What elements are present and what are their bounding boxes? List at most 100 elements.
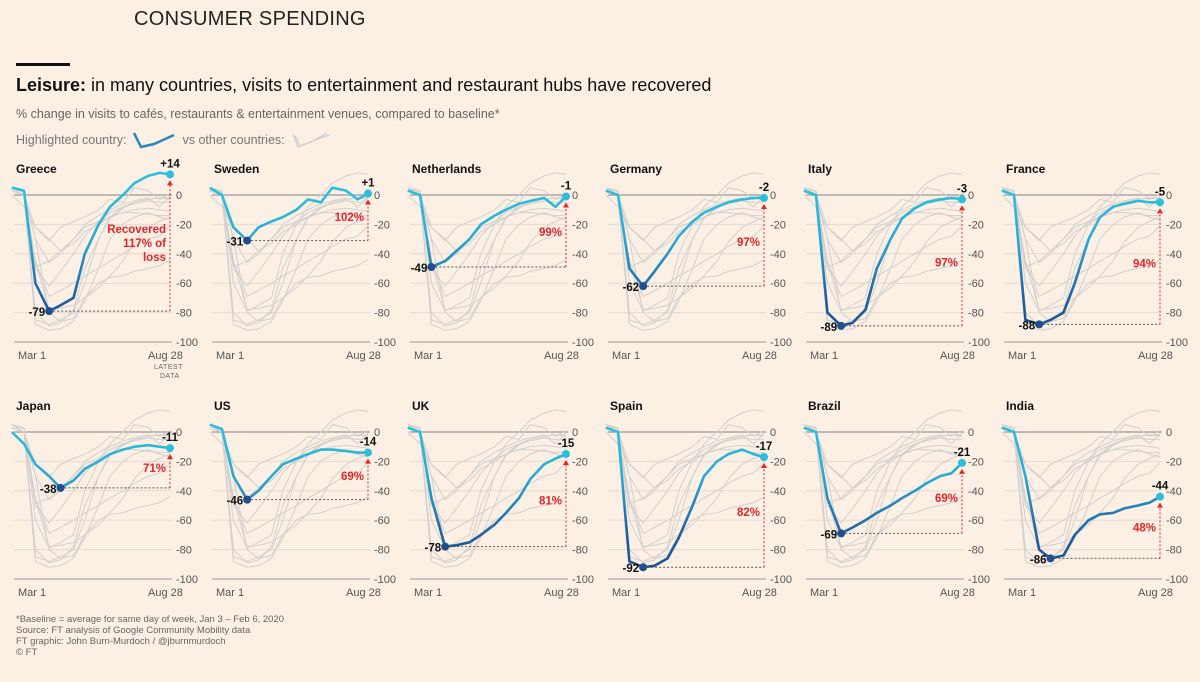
y-tick-label: 0: [176, 427, 182, 439]
y-tick-label: 0: [374, 190, 380, 202]
y-tick-label: 0: [1166, 427, 1172, 439]
other-country-line: [803, 424, 962, 501]
other-country-line: [11, 427, 170, 562]
other-country-line: [803, 190, 963, 331]
other-country-line: [803, 427, 962, 562]
other-country-line: [407, 190, 567, 322]
panel-brazil: Brazil 0 -20 -40 -60 -80 -100 Mar 1 Aug 28 -69 -21…: [803, 399, 990, 599]
recovered-value: 82%: [737, 507, 760, 519]
y-tick-label: -60: [968, 278, 984, 290]
y-tick-label: -40: [770, 249, 786, 261]
y-tick-label: -20: [1166, 456, 1182, 468]
min-point: [427, 263, 436, 272]
copyright: © FT: [16, 647, 38, 658]
latest-label: -2: [759, 182, 769, 194]
other-country-line: [407, 424, 566, 501]
y-tick-label: -80: [176, 308, 192, 320]
other-country-line: [605, 427, 765, 535]
min-label: -79: [29, 307, 46, 319]
other-country-line: [1001, 427, 1161, 568]
y-tick-label: -80: [374, 545, 390, 557]
country-name: US: [214, 399, 231, 413]
recovered-value: 97%: [737, 237, 760, 249]
latest-label: -1: [561, 180, 572, 192]
other-country-line: [209, 409, 369, 549]
other-country-line: [1001, 427, 1161, 548]
min-point: [441, 542, 450, 551]
other-country-line: [11, 190, 170, 325]
other-country-line: [803, 427, 963, 564]
y-tick-label: -80: [1166, 308, 1182, 320]
other-country-line: [605, 190, 765, 327]
latest-label: -21: [954, 447, 971, 459]
y-tick-label: -100: [374, 574, 396, 586]
y-tick-label: -20: [374, 456, 390, 468]
other-country-line: [1001, 194, 1161, 252]
y-tick-label: -100: [968, 574, 990, 586]
x-tick-label: Aug 28: [940, 587, 975, 599]
other-country-line: [605, 427, 765, 559]
min-label: -69: [821, 529, 838, 541]
other-country-line: [407, 190, 567, 327]
latest-label: -15: [558, 438, 575, 450]
y-tick-label: -100: [572, 337, 594, 349]
country-name: Germany: [610, 162, 662, 176]
recovered-label: Recovered: [107, 224, 166, 236]
other-country-line: [605, 431, 765, 489]
kicker: CONSUMER SPENDING: [134, 8, 366, 30]
latest-label: -3: [957, 183, 967, 195]
other-country-line: [803, 190, 963, 311]
latest-point: [166, 170, 174, 179]
recovered-value: 81%: [539, 495, 562, 507]
x-tick-label: Mar 1: [612, 587, 640, 599]
other-country-line: [605, 424, 764, 501]
recovered-value: 71%: [143, 463, 166, 475]
latest-label: +14: [160, 158, 180, 170]
latest-label: -11: [162, 432, 179, 444]
recovery-arrowhead: [1157, 502, 1163, 508]
recovery-arrowhead: [365, 199, 371, 205]
legend-other-label: vs other countries:: [182, 133, 285, 147]
latest-point: [562, 192, 570, 201]
y-tick-label: -100: [1166, 574, 1188, 586]
recovered-value: 97%: [935, 258, 958, 270]
y-tick-label: -60: [770, 278, 786, 290]
x-tick-label: Mar 1: [216, 350, 244, 362]
latest-point: [760, 452, 768, 461]
y-tick-label: -60: [176, 278, 192, 290]
x-tick-label: Mar 1: [414, 587, 442, 599]
other-country-line: [209, 190, 369, 331]
y-tick-label: -60: [770, 515, 786, 527]
other-country-line: [209, 427, 369, 535]
other-country-line: [803, 409, 963, 549]
y-tick-label: -100: [770, 337, 792, 349]
other-country-line: [803, 427, 963, 568]
min-label: -78: [425, 543, 442, 555]
other-country-line: [803, 190, 963, 322]
x-tick-label: Mar 1: [612, 350, 640, 362]
y-tick-label: -100: [176, 574, 198, 586]
y-tick-label: -60: [374, 515, 390, 527]
chart-subtitle: % change in visits to cafés, restaurants…: [16, 107, 500, 121]
other-country-line: [605, 409, 765, 549]
y-tick-label: -60: [374, 278, 390, 290]
country-name: UK: [412, 399, 430, 413]
other-country-line: [605, 190, 765, 331]
other-country-line: [209, 431, 369, 489]
recovery-arrowhead: [959, 468, 965, 474]
highlight-line: [407, 426, 567, 548]
panel-india: India 0 -20 -40 -60 -80 -100 Mar 1 Aug 28 -86 -44 4…: [1001, 399, 1188, 599]
other-country-line: [11, 427, 171, 559]
panel-france: France 0 -20 -40 -60 -80 -100 Mar 1 Aug 28 -88 -5 9…: [1001, 162, 1188, 362]
x-tick-label: Aug 28: [544, 350, 579, 362]
y-tick-label: -100: [770, 574, 792, 586]
panel-uk: UK 0 -20 -40 -60 -80 -100 Mar 1 Aug 28 -78 -15 81%: [407, 399, 594, 599]
min-label: -31: [227, 237, 244, 249]
min-label: -38: [40, 484, 57, 496]
recovered-label: loss: [143, 252, 166, 264]
other-country-line: [11, 190, 171, 331]
other-country-line: [11, 427, 171, 564]
latest-note: LATEST: [154, 364, 183, 371]
other-country-line: [11, 409, 171, 549]
x-tick-label: Aug 28: [742, 587, 777, 599]
